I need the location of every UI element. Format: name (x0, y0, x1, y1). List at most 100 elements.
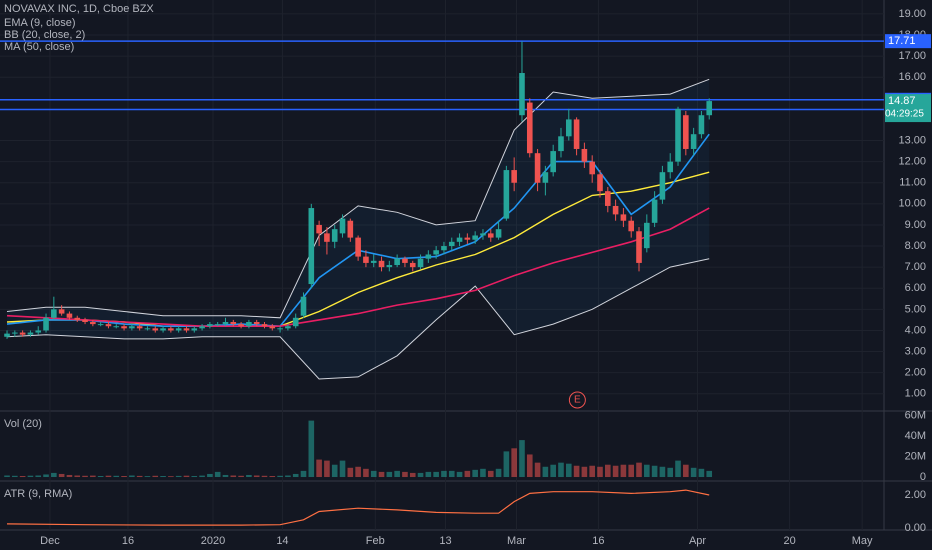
candle-body (612, 205, 619, 215)
volume-bar (58, 473, 65, 478)
candle-body (292, 317, 299, 327)
candle-body (74, 317, 81, 320)
volume-bar (472, 469, 478, 478)
candle-body (472, 235, 478, 240)
level-tag (885, 34, 931, 49)
candle-body (644, 222, 650, 249)
pane-title: Vol (20) (4, 418, 42, 430)
candle-body (331, 229, 338, 242)
candle-body (526, 102, 533, 154)
candle-body (66, 313, 73, 318)
candle-body (175, 328, 182, 331)
volume-bar (253, 475, 260, 478)
candle-body (409, 262, 416, 268)
volume-bar (558, 462, 564, 478)
volume-bar (347, 467, 354, 478)
volume-bar (363, 468, 369, 478)
volume-bar (168, 476, 174, 478)
candle-body (82, 319, 88, 323)
volume-bar (160, 476, 166, 478)
volume-bar (550, 464, 556, 478)
volume-bar (199, 475, 205, 478)
volume-bar (620, 464, 627, 478)
volume-bar (331, 464, 338, 478)
x-tick-label: 13 (439, 535, 451, 547)
volume-bar (425, 471, 432, 478)
event-marker (568, 391, 586, 409)
volume-bar (675, 460, 681, 478)
candle-body (183, 328, 190, 331)
candle-body (402, 258, 408, 263)
event-label: E (574, 395, 581, 406)
candle-body (113, 326, 120, 328)
level-label: 17.71 (888, 35, 916, 47)
y-tick-label: 13.00 (898, 134, 926, 146)
candle-body (589, 161, 595, 175)
x-tick-label: 16 (592, 535, 604, 547)
candle-body (105, 324, 112, 327)
chart-title: NOVAVAX INC, 1D, Cboe BZX (4, 3, 154, 15)
volume-bar (292, 473, 299, 478)
y-tick-label: 60M (905, 409, 926, 421)
volume-bar (441, 470, 447, 478)
y-tick-label: 9.00 (905, 219, 926, 231)
volume-bar (690, 467, 697, 478)
candle-body (12, 332, 18, 334)
candle-body (651, 199, 658, 223)
volume-bar (214, 471, 221, 478)
volume-bar (651, 465, 658, 478)
volume-bar (285, 475, 291, 478)
candle-body (144, 328, 151, 330)
volume-bar (308, 420, 315, 478)
candle-body (464, 237, 471, 240)
candle-body (495, 229, 502, 238)
candle-body (456, 237, 463, 242)
x-tick-label: Mar (507, 535, 526, 547)
candle-body (168, 328, 174, 331)
candle-body (628, 220, 635, 232)
candle-body (58, 309, 65, 314)
volume-bar (683, 464, 689, 478)
y-tick-label: 40M (905, 430, 926, 442)
candle-body (487, 233, 494, 238)
y-tick-label: 0.00 (905, 522, 926, 534)
volume-bar (534, 462, 541, 478)
candle-body (222, 322, 229, 325)
candle-body (394, 258, 400, 266)
candle-body (355, 237, 361, 257)
volume-bar (511, 448, 517, 478)
y-tick-label: 20M (905, 450, 926, 462)
volume-bar (324, 460, 330, 478)
candle-body (519, 73, 525, 116)
candle-body (19, 332, 26, 335)
volume-bar (238, 475, 244, 478)
volume-bar (394, 470, 400, 478)
legend-entry: MA (50, close) (4, 41, 74, 53)
candle-body (277, 328, 283, 330)
candle-body (97, 324, 104, 326)
volume-bar (667, 467, 674, 478)
candle-body (550, 151, 556, 173)
volume-bar (246, 474, 252, 478)
candle-body (581, 148, 588, 162)
candle-body (261, 324, 268, 327)
candle-body (675, 108, 681, 162)
last-price-label: 14.87 (888, 95, 916, 107)
y-tick-label: 19.00 (898, 8, 926, 20)
volume-bar (129, 475, 135, 478)
volume-bar (51, 472, 57, 478)
volume-bar (464, 470, 471, 478)
volume-bar (300, 470, 307, 478)
candle-body (667, 161, 674, 173)
candle-body (425, 254, 432, 259)
candle-body (43, 317, 49, 331)
volume-bar (74, 475, 81, 478)
candle-body (690, 134, 697, 149)
volume-bar (90, 475, 96, 478)
volume-bar (495, 468, 502, 478)
volume-bar (97, 476, 104, 478)
volume-bar (136, 475, 143, 478)
volume-bar (27, 475, 34, 478)
candle-body (285, 326, 291, 329)
